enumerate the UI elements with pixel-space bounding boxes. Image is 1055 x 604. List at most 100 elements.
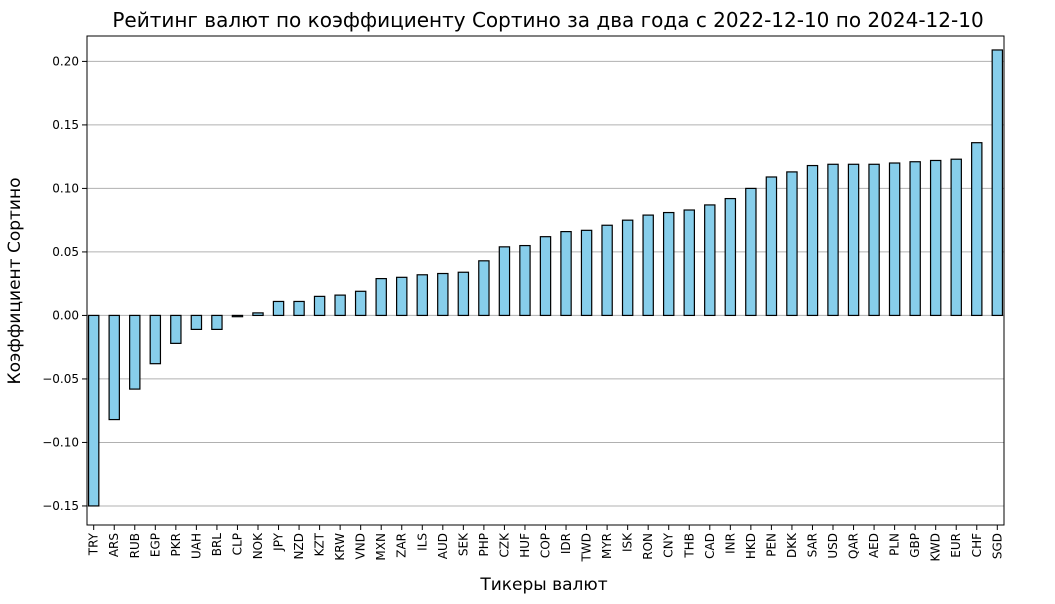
bar-ars [108,314,120,421]
y-axis-title: Коэффициент Сортино [5,178,25,385]
bar-chf [971,142,983,317]
x-tick-label: VND [354,533,368,559]
bar-nzd [293,300,305,317]
y-tick-label: −0.15 [42,499,79,513]
x-tick-label: ZAR [395,533,409,558]
bars [87,49,1004,507]
x-tick-label: PEN [764,533,778,557]
y-tick-label: 0.15 [52,118,79,132]
bar-vnd [354,290,367,317]
bar-cny [662,211,675,317]
bar-inr [724,197,737,317]
x-tick-label: MYR [600,533,614,559]
bar-idr [560,231,572,317]
x-tick-label: DKK [785,532,799,558]
x-axis-ticks: TRY ARS RUB EGP PKR UAH BRL CLP NOK JPY NZD KZT KRW V… [87,525,1004,562]
x-tick-label: TWD [580,533,594,562]
x-tick-label: HUF [518,533,532,558]
x-tick-label: CLP [230,533,244,555]
bar-zar [396,276,408,317]
x-tick-label: EUR [949,533,963,558]
x-tick-label: SGD [990,533,1004,559]
x-tick-label: KZT [313,532,327,556]
bar-cad [704,204,716,317]
x-tick-label: UAH [189,533,203,559]
bar-czk [498,246,511,317]
x-tick-label: THB [682,533,696,559]
x-tick-label: ISK [621,532,635,552]
bar-hkd [745,187,757,317]
bar-uah [190,314,203,330]
x-tick-label: PHP [477,533,491,557]
bar-isk [621,219,634,317]
y-tick-label: −0.05 [42,372,79,386]
bar-egp [149,314,162,365]
bar-php [478,260,490,317]
bar-rub [129,314,141,390]
bar-aed [868,163,880,317]
y-tick-label: 0.05 [52,245,79,259]
bar-kwd [929,159,942,317]
x-tick-label: SEK [456,532,470,556]
bar-gbp [909,161,921,317]
x-tick-label: COP [539,533,553,558]
y-tick-label: −0.10 [42,435,79,449]
x-tick-label: PLN [888,533,902,556]
x-tick-label: TRY [87,532,101,556]
x-tick-label: RUB [128,533,142,558]
bar-nok [252,312,264,317]
x-tick-label: KRW [333,533,347,561]
y-tick-label: 0.00 [52,308,79,322]
x-tick-label: BRL [210,533,224,557]
bar-pln [888,162,901,317]
bar-thb [683,209,695,317]
x-tick-label: IDR [559,533,573,554]
bar-ron [642,214,654,317]
chart-title: Рейтинг валют по коэффициенту Сортино за… [112,8,983,32]
bar-sar [806,164,819,317]
x-tick-label: KWD [929,533,943,562]
x-tick-label: ARS [107,533,121,557]
bar-krw [334,294,346,317]
bar-brl [211,314,223,330]
x-tick-label: CHF [970,533,984,557]
y-tick-label: 0.20 [52,54,79,68]
bar-try [87,314,100,507]
x-tick-label: JPY [272,532,286,552]
y-tick-label: 0.10 [52,181,79,195]
x-tick-label: USD [826,533,840,559]
bar-pkr [170,314,182,344]
x-tick-label: QAR [847,533,861,559]
bar-kzt [313,295,326,317]
x-tick-label: NOK [251,532,265,559]
x-tick-label: MXN [374,533,388,561]
bar-sgd [991,49,1004,317]
bar-clp [231,314,244,318]
bar-usd [827,163,839,317]
bar-cop [539,236,552,317]
x-tick-label: INR [723,533,737,554]
bar-mxn [375,277,387,317]
bar-twd [580,229,593,317]
bar-huf [519,244,531,317]
bar-sek [457,271,470,317]
x-tick-label: CAD [703,533,717,559]
x-tick-label: CNY [662,532,676,557]
bar-eur [950,158,962,317]
bar-aud [437,272,449,317]
x-tick-label: AUD [436,533,450,559]
bar-myr [601,224,613,317]
plot-frame [86,35,1005,526]
bar-qar [847,163,860,317]
bar-dkk [786,171,798,317]
x-tick-label: RON [641,533,655,560]
y-axis-ticks: −0.15 −0.10 −0.05 0.00 0.05 0.10 0.15 0.20 [42,54,87,513]
x-tick-label: CZK [497,532,511,558]
x-tick-label: HKD [744,533,758,559]
x-tick-label: EGP [148,533,162,557]
x-axis-title: Тикеры валют [479,575,607,595]
bar-jpy [272,300,285,317]
x-tick-label: PKR [169,533,183,556]
